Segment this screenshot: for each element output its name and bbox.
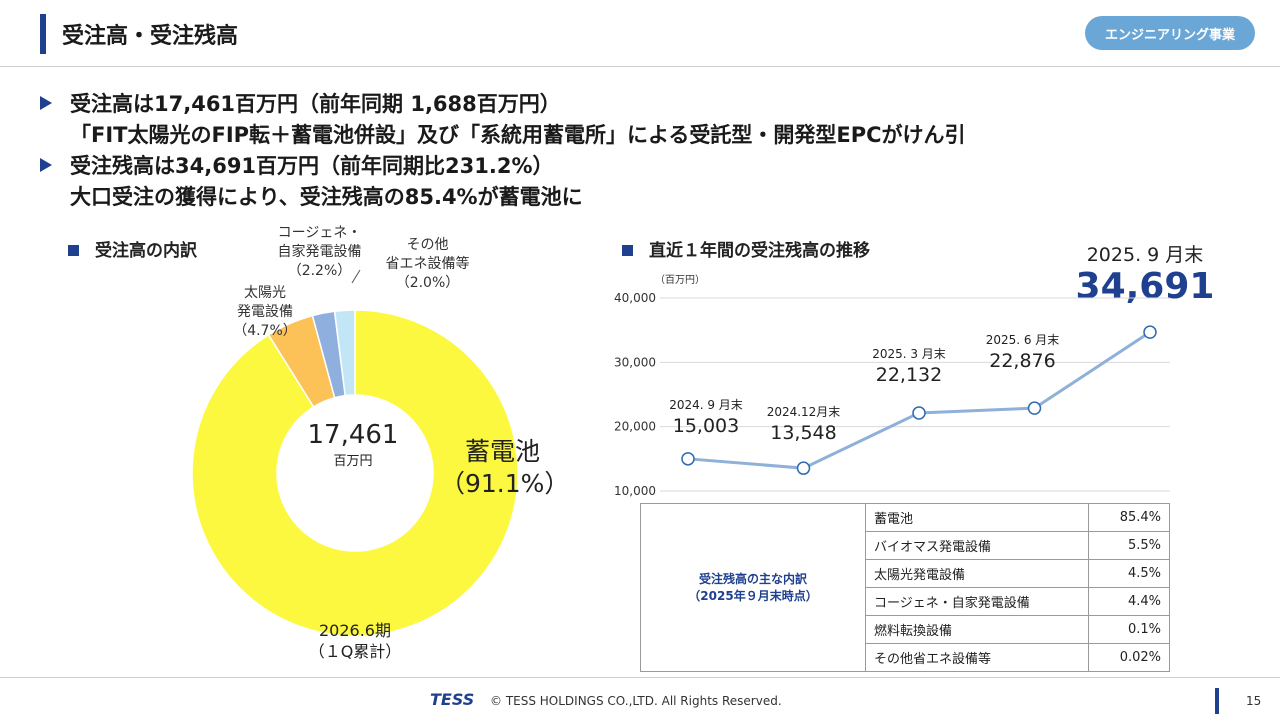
bullet-orders: 受注高は17,461百万円（前年同期 1,688百万円） 「FIT太陽光のFIP… [40, 89, 966, 151]
x-category-label: 2024. 9 月末 [669, 398, 743, 412]
table-row: その他省エネ設備等 0.02% [641, 643, 1170, 672]
pie-heading-text: 受注高の内訳 [95, 241, 197, 261]
y-tick-label: 40,000 [614, 291, 656, 305]
line-chart: 10,000 20,000 30,000 40,000 2024. 9 月末 15,00… [614, 291, 1170, 498]
data-value-label: 22,132 [876, 364, 942, 386]
donut-center: 17,461 百万円 [283, 420, 423, 469]
period-label-l1: 2026.6期 [319, 621, 391, 640]
data-point [1143, 325, 1157, 339]
data-value-label: 22,876 [989, 350, 1055, 372]
other-leader-line [351, 269, 361, 284]
header-divider [0, 66, 1280, 67]
table-caption-l1: 受注残高の主な内訳 [698, 571, 807, 586]
triangle-bullet-icon [40, 158, 52, 172]
battery-slice [191, 309, 519, 637]
table-cell-name: 燃料転換設備 [865, 615, 1089, 644]
bullet-backlog-line1: 受注残高は34,691百万円（前年同期比231.2%） [70, 154, 554, 178]
latest-callout: 2025. 9 月末 34,691 [1070, 240, 1220, 307]
table-cell-name: その他省エネ設備等 [865, 643, 1089, 672]
table-cell-name: バイオマス発電設備 [865, 531, 1089, 560]
square-bullet-icon [622, 245, 633, 256]
x-category-label: 2025. 3 月末 [872, 347, 946, 361]
solar-label-l2: 発電設備 [237, 304, 293, 320]
y-tick-label: 10,000 [614, 484, 656, 498]
backlog-breakdown-table: 受注残高の主な内訳 （2025年９月末時点） 蓄電池 85.4% バイオマス発電… [640, 503, 1170, 672]
table-cell-pct: 0.02% [1088, 643, 1170, 672]
bullet-backlog-line2: 大口受注の獲得により、受注残高の85.4%が蓄電池に [70, 185, 583, 209]
cogen-label-l2: 自家発電設備 [277, 244, 362, 260]
bullet-backlog: 受注残高は34,691百万円（前年同期比231.2%） 大口受注の獲得により、受… [40, 151, 583, 213]
cogen-label-l1: コージェネ・ [277, 225, 362, 241]
page-number-bar [1215, 688, 1219, 714]
donut-center-value: 17,461 [307, 420, 399, 450]
table-cell-pct: 4.4% [1088, 587, 1170, 616]
data-point [681, 452, 695, 466]
table-cell-pct: 85.4% [1088, 503, 1170, 532]
copyright-text: © TESS HOLDINGS CO.,LTD. All Rights Rese… [490, 694, 782, 708]
other-label-pct: （2.0%） [395, 275, 460, 291]
y-tick-label: 20,000 [614, 420, 656, 434]
square-bullet-icon [68, 245, 79, 256]
data-point [912, 406, 926, 420]
data-point [1027, 401, 1042, 415]
table-caption-l2: （2025年９月末時点） [688, 588, 818, 603]
donut-center-unit: 百万円 [333, 454, 373, 469]
segment-badge: エンジニアリング事業 [1085, 16, 1255, 50]
footer-divider [0, 677, 1280, 678]
table-cell-pct: 0.1% [1088, 615, 1170, 644]
y-tick-label: 30,000 [614, 355, 656, 369]
bullet-orders-line2: 「FIT太陽光のFIP転＋蓄電池併設」及び「系統用蓄電所」による受託型・開発型E… [70, 123, 966, 147]
solar-label-l1: 太陽光 [244, 285, 286, 301]
other-label: その他 省エネ設備等 （2.0%） [370, 236, 485, 293]
x-category-label: 2025. 6 月末 [986, 333, 1060, 347]
x-category-label: 2024.12月末 [767, 405, 841, 419]
latest-callout-value: 34,691 [1075, 266, 1215, 307]
cogen-label-pct: （2.2%） [287, 263, 352, 279]
line-heading-text: 直近１年間の受注残高の推移 [649, 241, 870, 261]
solar-label-pct: （4.7%） [233, 323, 297, 339]
battery-label-pct: （91.1%） [440, 469, 570, 498]
line-section-heading: 直近１年間の受注残高の推移 [622, 236, 870, 261]
table-caption: 受注残高の主な内訳 （2025年９月末時点） [640, 503, 866, 672]
page-number: 15 [1246, 694, 1262, 708]
table-cell-name: コージェネ・自家発電設備 [865, 587, 1089, 616]
cogen-label: コージェネ・ 自家発電設備 （2.2%） [262, 224, 377, 281]
table-cell-name: 太陽光発電設備 [865, 559, 1089, 588]
table-cell-name: 蓄電池 [865, 503, 1089, 532]
page-title: 受注高・受注残高 [62, 24, 239, 49]
table-cell-pct: 5.5% [1088, 531, 1170, 560]
table-row: 受注残高の主な内訳 （2025年９月末時点） 蓄電池 85.4% [640, 503, 1170, 672]
table-cell-pct: 4.5% [1088, 559, 1170, 588]
company-logo: TESS [430, 690, 475, 709]
y-axis-unit: （百万円） [655, 275, 705, 286]
battery-label: 蓄電池 （91.1%） [440, 436, 570, 500]
period-label-l2: （１Q累計） [308, 642, 402, 661]
data-value-label: 15,003 [673, 415, 739, 437]
pie-section-heading: 受注高の内訳 [68, 236, 197, 261]
data-value-label: 13,548 [770, 422, 836, 444]
table-row: コージェネ・自家発電設備 4.4% [641, 587, 1170, 616]
title-accent-bar [40, 14, 46, 54]
period-label: 2026.6期 （１Q累計） [290, 620, 420, 662]
solar-label: 太陽光 発電設備 （4.7%） [220, 284, 310, 341]
latest-callout-label: 2025. 9 月末 [1086, 244, 1204, 266]
other-slice [333, 309, 356, 397]
other-label-l1: その他 [406, 237, 449, 253]
triangle-bullet-icon [40, 96, 52, 110]
battery-label-name: 蓄電池 [464, 437, 540, 466]
table-row: 太陽光発電設備 4.5% [641, 559, 1170, 588]
bullet-orders-line1: 受注高は17,461百万円（前年同期 1,688百万円） [70, 92, 561, 116]
table-row: 燃料転換設備 0.1% [641, 615, 1170, 644]
data-point [796, 461, 811, 475]
other-label-l2: 省エネ設備等 [385, 256, 470, 272]
donut-chart [191, 269, 519, 637]
